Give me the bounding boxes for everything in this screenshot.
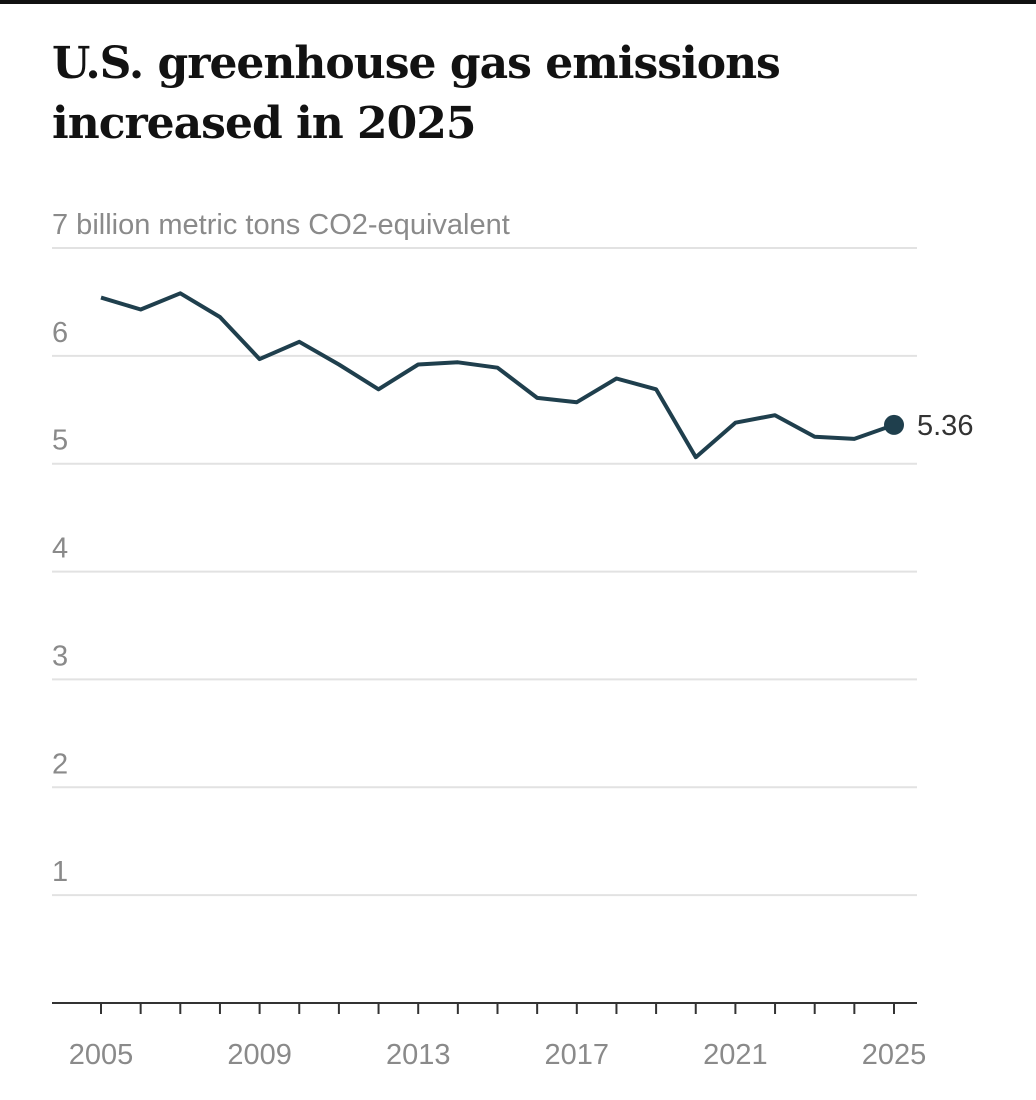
y-tick-label-5: 5 [52,425,68,457]
y-tick-label-3: 3 [52,640,68,672]
y-tick-label-1: 1 [52,856,68,888]
x-tick-label-2021: 2021 [703,1039,768,1071]
x-tick-label-2013: 2013 [386,1039,451,1071]
y-tick-label-6: 6 [52,317,68,349]
end-value-label: 5.36 [917,410,973,442]
x-tick-label-2025: 2025 [862,1039,927,1071]
x-tick-label-2009: 2009 [227,1039,292,1071]
y-axis-unit-label: 7 billion metric tons CO2-equivalent [52,209,510,241]
top-rule [0,0,1036,4]
end-point-marker [884,414,904,435]
x-tick-label-2005: 2005 [69,1039,134,1071]
y-tick-label-4: 4 [52,533,68,565]
y-tick-label-2: 2 [52,748,68,780]
chart-title: U.S. greenhouse gas emissions increased … [52,38,781,149]
x-tick-label-2017: 2017 [545,1039,610,1071]
emissions-line [100,291,895,460]
